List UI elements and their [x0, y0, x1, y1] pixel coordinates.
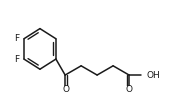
Text: OH: OH — [147, 71, 160, 80]
Text: O: O — [63, 85, 70, 93]
Text: O: O — [126, 85, 133, 93]
Text: F: F — [14, 34, 19, 43]
Text: F: F — [14, 55, 19, 64]
